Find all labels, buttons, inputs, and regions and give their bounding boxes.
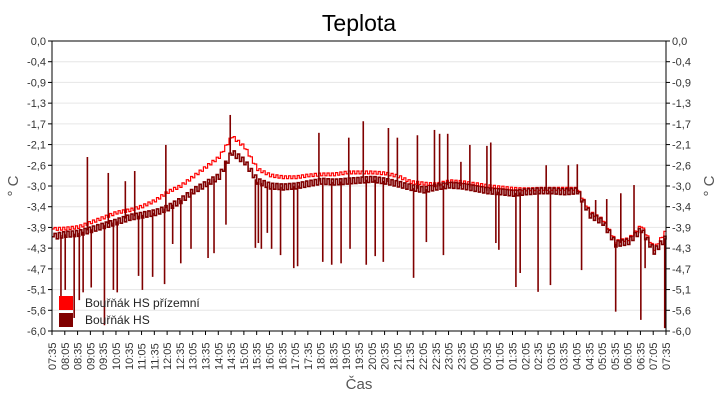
y-tick-label: -3,4 <box>672 202 691 214</box>
x-tick-label: 22:05 <box>418 342 430 370</box>
y-tick-label: -1,3 <box>672 98 691 110</box>
x-tick-label: 02:05 <box>520 342 532 370</box>
x-tick-label: 18:35 <box>328 342 340 370</box>
x-tick-label: 04:35 <box>584 342 596 370</box>
x-tick-label: 15:35 <box>252 342 264 370</box>
legend-swatch-hs <box>59 313 73 327</box>
x-tick-label: 11:05 <box>137 343 149 370</box>
x-tick-label: 06:05 <box>623 342 635 370</box>
y-axis-title-right: ° C <box>701 175 718 196</box>
y-tick-label: -1,7 <box>27 119 46 131</box>
chart-title: Teplota <box>322 10 396 36</box>
series-line <box>52 150 667 255</box>
x-tick-label: 13:05 <box>188 342 200 370</box>
x-tick-label: 19:35 <box>354 342 366 370</box>
x-tick-label: 04:05 <box>571 342 583 370</box>
y-tick-label: -0,4 <box>672 57 691 69</box>
x-tick-label: 05:05 <box>597 342 609 370</box>
y-tick-label: -5,6 <box>27 305 46 317</box>
y-tick-label: -2,6 <box>27 160 46 172</box>
x-tick-label: 09:35 <box>98 342 110 370</box>
y-tick-label: -0,4 <box>27 57 46 69</box>
legend-label-prizemni: Bouřňák HS přízemní <box>85 296 200 310</box>
legend-label-hs: Bouřňák HS <box>85 313 150 327</box>
x-tick-label: 01:05 <box>495 342 507 370</box>
x-tick-label: 21:05 <box>392 342 404 370</box>
x-tick-label: 12:05 <box>162 342 174 370</box>
x-tick-label: 16:05 <box>264 342 276 370</box>
x-tick-label: 07:35 <box>661 342 673 370</box>
y-tick-label: -5,6 <box>672 305 691 317</box>
y-tick-label: -1,7 <box>672 119 691 131</box>
x-tick-label: 20:35 <box>380 342 392 370</box>
y-tick-label: -2,1 <box>672 140 691 152</box>
y-tick-label: -5,1 <box>27 285 46 297</box>
y-tick-label: -3,0 <box>27 181 46 193</box>
x-tick-label: 00:05 <box>469 342 481 370</box>
gridlines <box>52 61 666 311</box>
y-tick-label: -6,0 <box>27 326 46 338</box>
x-tick-label: 16:35 <box>277 342 289 370</box>
y-tick-label: -2,6 <box>672 160 691 172</box>
x-tick-label: 11:35 <box>149 343 161 370</box>
series-hs <box>52 114 667 329</box>
y-tick-label: -0,9 <box>672 77 691 89</box>
x-tick-label: 05:35 <box>610 342 622 370</box>
series-layer <box>52 114 667 329</box>
x-tick-label: 19:05 <box>341 342 353 370</box>
x-tick-label: 08:35 <box>73 342 85 370</box>
legend: Bouřňák HS přízemní Bouřňák HS <box>59 296 200 327</box>
y-tick-label: 0,0 <box>672 36 687 48</box>
y-tick-label: -0,9 <box>27 77 46 89</box>
legend-swatch-prizemni <box>59 296 73 310</box>
x-tick-label: 03:05 <box>546 342 558 370</box>
x-tick-label: 13:35 <box>201 342 213 370</box>
x-axis-title: Čas <box>346 376 373 393</box>
x-axis: 07:35 08:05 08:35 09:05 09:35 10:05 10:35 11:05… <box>47 331 673 370</box>
x-tick-label: 09:05 <box>85 342 97 370</box>
x-tick-label: 08:05 <box>60 342 72 370</box>
y-tick-label: -4,7 <box>27 264 46 276</box>
y-tick-label: -3,4 <box>27 202 46 214</box>
y-tick-label: -2,1 <box>27 140 46 152</box>
x-tick-label: 23:35 <box>456 342 468 370</box>
y-tick-label: -6,0 <box>672 326 691 338</box>
x-tick-label: 01:35 <box>508 342 520 370</box>
x-tick-label: 21:35 <box>405 342 417 370</box>
y-tick-label: -3,9 <box>672 222 691 234</box>
y-tick-label: -3,9 <box>27 222 46 234</box>
x-tick-label: 10:35 <box>124 342 136 370</box>
x-tick-label: 12:35 <box>175 342 187 370</box>
x-tick-label: 14:35 <box>226 342 238 370</box>
x-tick-label: 02:35 <box>533 342 545 370</box>
x-tick-label: 15:05 <box>239 342 251 370</box>
x-tick-label: 07:05 <box>648 342 660 370</box>
x-tick-label: 03:35 <box>559 342 571 370</box>
y-tick-label: -4,3 <box>672 243 691 255</box>
x-tick-label: 07:35 <box>47 342 59 370</box>
y-tick-label: -4,3 <box>27 243 46 255</box>
y-tick-label: -1,3 <box>27 98 46 110</box>
x-tick-label: 22:35 <box>431 342 443 370</box>
y-tick-label: 0,0 <box>31 36 46 48</box>
y-axis-right: 0,0 -0,4 -0,9 -1,3 -1,7 -2,1 -2,6 -3,0 -3,4 -3,9 -… <box>666 36 691 338</box>
y-tick-label: -3,0 <box>672 181 691 193</box>
x-tick-label: 20:05 <box>367 342 379 370</box>
x-tick-label: 18:05 <box>316 342 328 370</box>
x-tick-label: 17:35 <box>303 342 315 370</box>
y-tick-label: -4,7 <box>672 264 691 276</box>
y-axis-title-left: ° C <box>5 175 22 196</box>
y-axis-left: 0,0 -0,4 -0,9 -1,3 -1,7 -2,1 -2,6 -3,0 -3,4 -3,9 -… <box>27 36 52 338</box>
x-tick-label: 17:05 <box>290 342 302 370</box>
x-tick-label: 14:05 <box>213 342 225 370</box>
x-tick-label: 06:35 <box>635 342 647 370</box>
x-tick-label: 00:35 <box>482 342 494 370</box>
x-tick-label: 10:05 <box>111 342 123 370</box>
x-tick-label: 23:05 <box>444 342 456 370</box>
y-tick-label: -5,1 <box>672 285 691 297</box>
